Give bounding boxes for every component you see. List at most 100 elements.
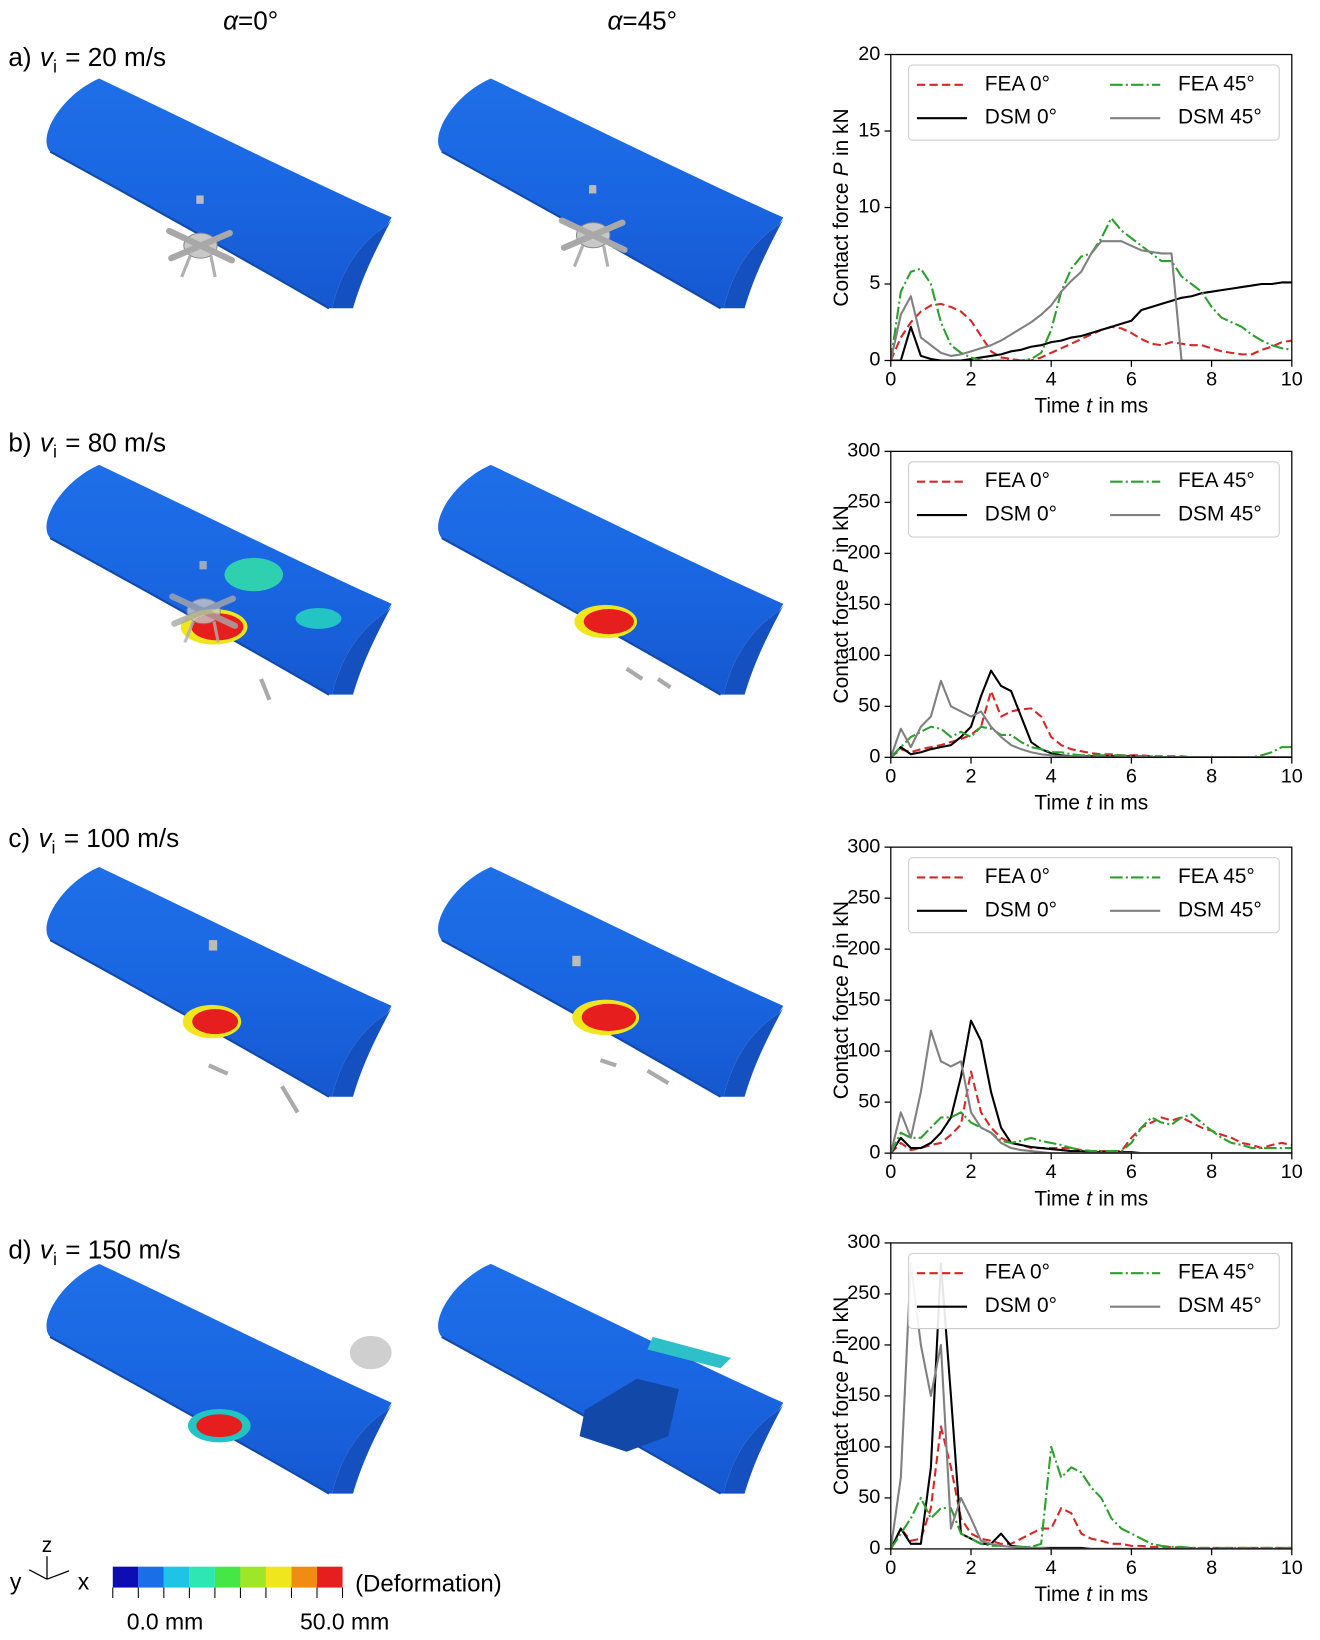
row-sub: i xyxy=(53,56,57,76)
column-header: α=0° xyxy=(223,5,278,35)
wing-render xyxy=(46,465,391,695)
y-label-unit: in kN xyxy=(830,901,853,949)
series-line xyxy=(891,1427,1292,1549)
colorbar-cell xyxy=(317,1567,343,1588)
legend-label: DSM 45° xyxy=(1178,503,1262,526)
y-tick-label: 20 xyxy=(858,43,880,65)
y-axis-label: Contact force Pin kN xyxy=(830,1297,853,1495)
figure: α=0° α=45° z x y (Deformation) 0.0 mm 50… xyxy=(0,0,1320,1640)
y-label-var: P xyxy=(830,559,853,573)
y-tick-label: 300 xyxy=(847,1231,880,1253)
x-tick-label: 2 xyxy=(965,1161,976,1183)
y-label-unit: in kN xyxy=(830,1297,853,1345)
x-label-unit: in ms xyxy=(1098,1187,1148,1210)
y-tick-label: 5 xyxy=(869,272,880,294)
colorbar-cell xyxy=(189,1567,215,1588)
debris xyxy=(572,956,580,966)
column-value: =0° xyxy=(238,5,278,35)
deformation-patch xyxy=(296,608,342,629)
legend-label: DSM 45° xyxy=(1178,898,1262,921)
x-label-unit: in ms xyxy=(1098,792,1148,815)
colorbar xyxy=(113,1567,343,1598)
y-label-text: Contact force xyxy=(830,975,853,1099)
triad-label: z xyxy=(42,1534,52,1557)
plot-lines xyxy=(891,218,1292,360)
legend-label: DSM 45° xyxy=(1178,106,1262,129)
row-label: b)vi= 80 m/s xyxy=(8,427,166,461)
row-label: a)vi= 20 m/s xyxy=(8,42,166,76)
legend-label: DSM 0° xyxy=(985,1294,1057,1317)
x-label-var: t xyxy=(1086,1187,1093,1210)
y-tick-label: 0 xyxy=(869,349,880,371)
page: {"columns": [{"symbol": "α", "value": "=… xyxy=(0,0,1320,1640)
legend-label: DSM 0° xyxy=(985,503,1057,526)
x-tick-label: 4 xyxy=(1046,765,1057,787)
row-rest: = 150 m/s xyxy=(65,1235,180,1265)
x-label-var: t xyxy=(1086,395,1093,418)
y-label-var: P xyxy=(830,955,853,969)
y-label-var: P xyxy=(830,162,853,176)
legend-label: FEA 0° xyxy=(985,469,1050,492)
y-tick-label: 300 xyxy=(847,440,880,462)
series-line xyxy=(891,1447,1292,1549)
x-tick-label: 0 xyxy=(885,369,896,391)
x-tick-label: 6 xyxy=(1126,765,1137,787)
y-tick-label: 15 xyxy=(858,119,880,141)
colorbar-cell xyxy=(138,1567,164,1588)
row-prefix: c) xyxy=(8,823,30,853)
x-tick-label: 10 xyxy=(1281,1557,1303,1579)
column-value: =45° xyxy=(622,5,677,35)
x-tick-label: 2 xyxy=(965,765,976,787)
y-tick-label: 0 xyxy=(869,1141,880,1163)
deformation-patch xyxy=(582,1004,636,1031)
legend-label: DSM 0° xyxy=(985,898,1057,921)
deformation-patch xyxy=(196,1414,242,1437)
y-tick-label: 0 xyxy=(869,1537,880,1559)
row-rest: = 100 m/s xyxy=(64,823,179,853)
y-tick-label: 50 xyxy=(858,695,880,717)
deformation-patch xyxy=(584,609,634,634)
x-tick-label: 10 xyxy=(1281,369,1303,391)
colorbar-cell xyxy=(113,1567,139,1588)
colorbar-cell xyxy=(291,1567,317,1588)
y-label-unit: in kN xyxy=(830,108,853,156)
y-label-text: Contact force xyxy=(830,579,853,703)
drone-debris xyxy=(350,1336,392,1369)
x-tick-label: 2 xyxy=(965,369,976,391)
x-tick-label: 8 xyxy=(1206,1161,1217,1183)
x-label-text: Time xyxy=(1034,1583,1080,1606)
x-label-text: Time xyxy=(1034,792,1080,815)
column-header: α=45° xyxy=(607,5,677,35)
series-line xyxy=(891,671,1292,758)
row-rest: = 20 m/s xyxy=(65,42,166,72)
legend-label: FEA 0° xyxy=(985,865,1050,888)
row-sub: i xyxy=(52,837,56,857)
wing-render xyxy=(438,79,783,309)
deformation-patch xyxy=(192,1009,238,1034)
row-prefix: d) xyxy=(8,1235,31,1265)
y-tick-label: 50 xyxy=(858,1486,880,1508)
debris xyxy=(209,940,217,950)
x-tick-label: 2 xyxy=(965,1557,976,1579)
y-axis-label: Contact forcePin kN xyxy=(830,108,853,306)
x-tick-label: 10 xyxy=(1281,765,1303,787)
wing-render xyxy=(438,465,783,695)
colorbar-max: 50.0 mm xyxy=(300,1608,389,1634)
series-line xyxy=(891,1021,1292,1154)
x-label-unit: in ms xyxy=(1098,395,1148,418)
y-label-var: P xyxy=(830,1351,853,1365)
y-label-text: Contact force xyxy=(830,1371,853,1495)
legend-label: FEA 45° xyxy=(1178,469,1255,492)
row-rest: = 80 m/s xyxy=(65,427,166,457)
column-symbol: α xyxy=(223,5,239,35)
x-label-text: Time xyxy=(1034,395,1080,418)
wing-render xyxy=(46,79,391,309)
x-tick-label: 8 xyxy=(1206,1557,1217,1579)
legend-label: DSM 45° xyxy=(1178,1294,1262,1317)
y-axis-label: Contact force Pin kN xyxy=(830,901,853,1099)
x-tick-label: 0 xyxy=(885,1161,896,1183)
triad-label: y xyxy=(10,1569,22,1595)
x-label-var: t xyxy=(1086,792,1093,815)
x-tick-label: 6 xyxy=(1126,1161,1137,1183)
